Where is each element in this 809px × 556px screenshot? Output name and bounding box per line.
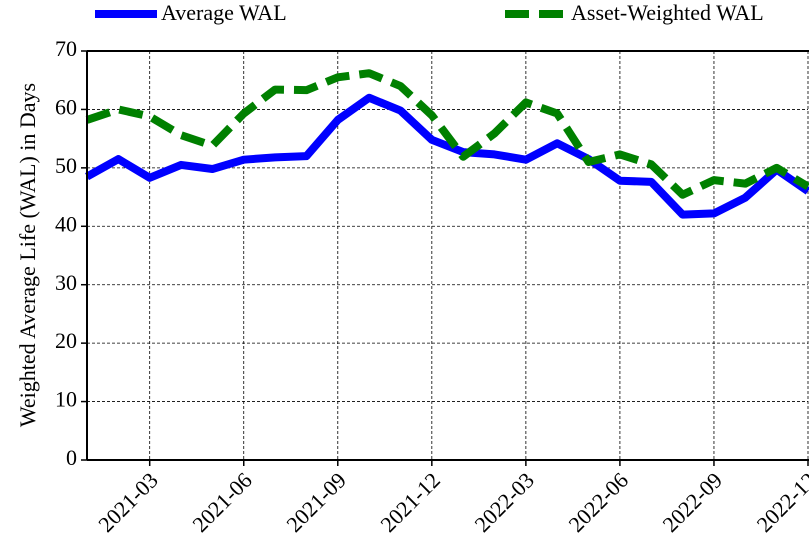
y-tick-label: 0: [66, 445, 77, 470]
legend-label: Average WAL: [161, 0, 287, 25]
x-tick-label: 2022-12: [752, 467, 809, 537]
x-tick-label: 2021-06: [187, 467, 257, 537]
x-tick-label: 2022-09: [658, 467, 728, 537]
series-line: [85, 93, 809, 219]
y-tick-label: 60: [55, 94, 77, 119]
y-tick-label: 70: [55, 36, 77, 61]
legend-label: Asset-Weighted WAL: [571, 0, 764, 25]
y-tick-label: 30: [55, 270, 77, 295]
y-tick-label: 20: [55, 328, 77, 353]
x-tick-label: 2022-06: [563, 467, 633, 537]
y-tick-label: 10: [55, 387, 77, 412]
y-tick-label: 50: [55, 153, 77, 178]
y-axis-label: Weighted Average Life (WAL) in Days: [15, 83, 40, 427]
x-tick-label: 2021-12: [375, 467, 445, 537]
x-tick-label: 2021-03: [93, 467, 163, 537]
series-line: [85, 69, 809, 199]
x-tick-label: 2022-03: [469, 467, 539, 537]
y-tick-label: 40: [55, 211, 77, 236]
x-tick-label: 2021-09: [281, 467, 351, 537]
